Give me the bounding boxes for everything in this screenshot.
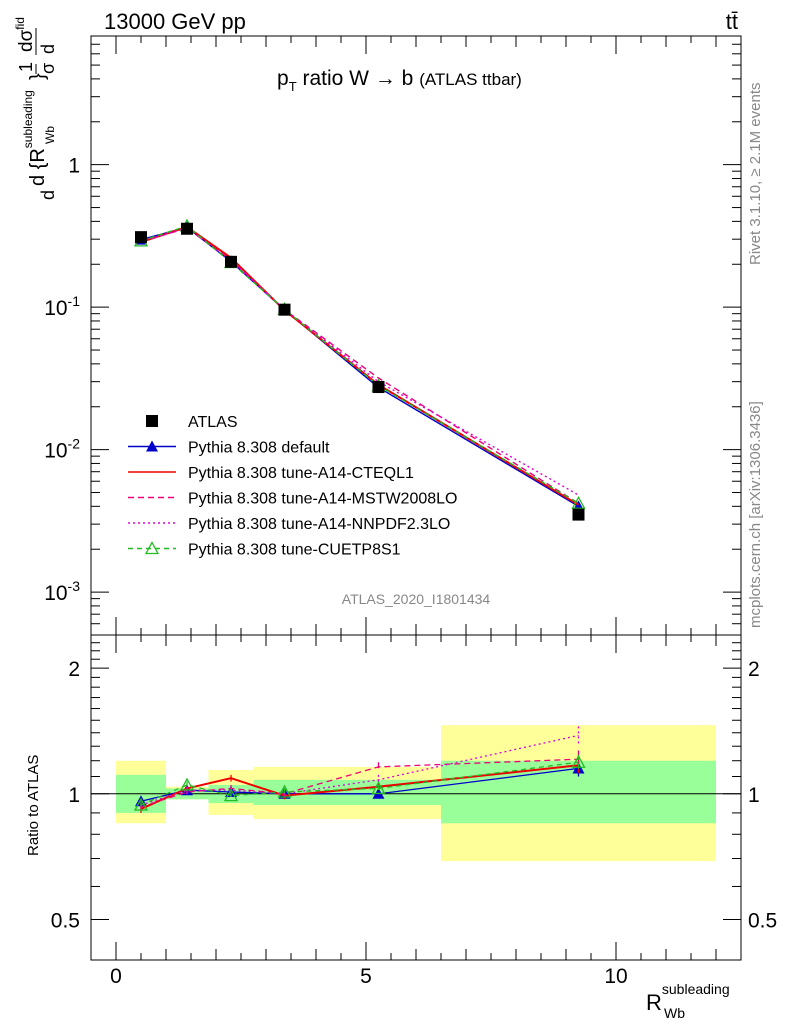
- legend-label-5: Pythia 8.308 tune-CUETP8S1: [188, 542, 401, 559]
- legend-label-1: Pythia 8.308 default: [188, 440, 330, 457]
- title-main: p: [277, 67, 289, 90]
- process-label: tt̄: [726, 9, 738, 34]
- ratio-point-4: [571, 754, 586, 768]
- legend: ATLAS Pythia 8.308 default Pythia 8.308 tu…: [128, 414, 457, 559]
- legend-marker-1: [146, 440, 158, 452]
- x-label-main: R: [646, 990, 662, 1015]
- ratio-point-4: [277, 784, 292, 798]
- x-tick-label: 0: [110, 965, 122, 988]
- title-rest: ratio W → b: [297, 67, 414, 90]
- ratio-y-tick-label: 2: [68, 658, 80, 681]
- title-paren: (ATLAS ttbar): [419, 70, 522, 89]
- data-point: [135, 231, 147, 244]
- y-label-variable: d {Rsubleading Wb}: [21, 73, 57, 186]
- data-point: [181, 222, 193, 235]
- ratio-point-4: [371, 781, 386, 795]
- x-label-sup: subleading: [662, 981, 730, 997]
- legend-label-3: Pythia 8.308 tune-A14-MSTW2008LO: [188, 491, 457, 508]
- y-tick-label: 10-2: [44, 436, 80, 463]
- ratio-y-tick-label: 0.5: [51, 910, 80, 933]
- data-point: [225, 255, 237, 268]
- x-label-sub: Wb: [664, 1005, 685, 1021]
- legend-label-4: Pythia 8.308 tune-A14-NNPDF2.3LO: [188, 516, 450, 533]
- series-line-4: [140, 225, 579, 504]
- legend-label-2: Pythia 8.308 tune-A14-CTEQL1: [188, 465, 414, 482]
- legend-label-0: ATLAS: [188, 414, 238, 431]
- data-point: [278, 303, 291, 316]
- series-line-1: [140, 225, 580, 506]
- analysis-id: ATLAS_2020_I1801434: [342, 591, 491, 607]
- legend-marker-5: [144, 541, 160, 555]
- ratio-y-tick-label-right: 1: [748, 784, 760, 807]
- ratio-point-4: [179, 777, 195, 791]
- x-tick-label: 5: [360, 965, 372, 988]
- y-tick-label: 10-1: [44, 293, 80, 320]
- y-tick-label: 1: [68, 155, 80, 178]
- legend-marker-0: [146, 415, 158, 427]
- y-tick-label: 10-3: [44, 578, 80, 605]
- y-label-fraction-bottom: dσd: [38, 44, 58, 200]
- plot-title: pT ratio W → b (ATLAS ttbar): [277, 67, 522, 94]
- y-label-fraction-top: 1dσfid: [13, 17, 37, 72]
- series-4-point: [571, 495, 586, 509]
- ratio-y-tick-label: 1: [68, 784, 80, 807]
- data-point: [372, 381, 385, 394]
- ratio-y-tick-label-right: 2: [748, 658, 760, 681]
- ratio-line-1: [140, 764, 579, 810]
- x-axis-label: Rsubleading Wb: [646, 981, 730, 1021]
- ratio-y-tick-label-right: 0.5: [748, 910, 777, 933]
- mcplots-label: mcplots.cern.ch [arXiv:1306.3436]: [747, 401, 764, 628]
- ratio-line-3: [140, 734, 579, 806]
- ratio-series-layer: [133, 726, 586, 813]
- series-layer: [133, 218, 586, 521]
- rivet-label: Rivet 3.1.10, ≥ 2.1M events: [747, 83, 764, 266]
- data-point: [572, 508, 585, 521]
- ratio-point-4: [133, 797, 149, 811]
- series-line-2: [140, 227, 579, 504]
- axis-ticks: 10-310-210-110 5 100.5 0.51 12 2: [44, 35, 777, 988]
- ratio-point-4: [223, 788, 239, 802]
- ratio-line-2: [140, 758, 579, 808]
- y-axis-label: 1dσfid dσd d {Rsubleading Wb}: [13, 17, 58, 200]
- x-tick-label: 10: [604, 965, 627, 988]
- energy-label: 13000 GeV pp: [104, 9, 246, 34]
- ratio-y-label: Ratio to ATLAS: [25, 755, 42, 856]
- title-subscript: T: [289, 79, 297, 94]
